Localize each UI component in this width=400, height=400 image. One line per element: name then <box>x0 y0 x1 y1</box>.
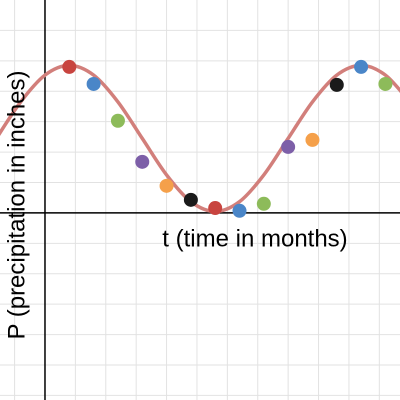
data-point <box>232 203 247 218</box>
x-axis-label: t (time in months) <box>162 225 347 252</box>
data-point <box>378 76 393 91</box>
data-point <box>281 139 296 154</box>
data-point <box>208 201 223 216</box>
marks <box>0 59 400 218</box>
data-point <box>159 178 174 193</box>
data-point <box>86 76 101 91</box>
data-point <box>183 192 198 207</box>
y-axis-label: P (precipitation in inches) <box>3 70 30 339</box>
data-point <box>135 154 150 169</box>
data-point <box>62 59 77 74</box>
data-point <box>256 196 271 211</box>
data-point <box>305 132 320 147</box>
data-point <box>110 113 125 128</box>
data-point <box>354 59 369 74</box>
data-point <box>329 77 344 92</box>
